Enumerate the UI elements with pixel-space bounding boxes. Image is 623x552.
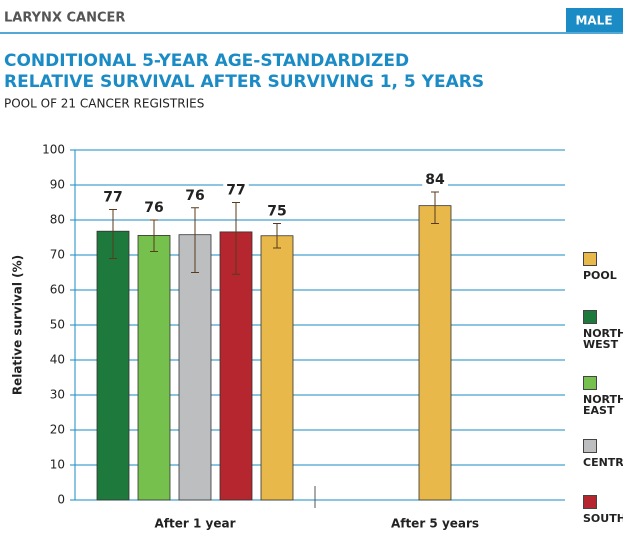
- y-tick-label: 80: [50, 213, 65, 227]
- badge-bg: [566, 8, 623, 32]
- legend-label: CENTRE: [583, 456, 623, 469]
- y-tick-label: 50: [50, 318, 65, 332]
- legend-label: NORTH WEST: [583, 327, 623, 351]
- subtitle: POOL OF 21 CANCER REGISTRIES: [4, 97, 204, 111]
- y-tick-label: 90: [50, 178, 65, 192]
- header: LARYNX CANCER: [4, 11, 125, 26]
- value-label: 76: [144, 200, 163, 216]
- x-tick-label: After 1 year: [155, 517, 236, 531]
- legend-swatch: [583, 310, 597, 324]
- y-axis-label: Relative survival (%): [11, 255, 25, 395]
- value-label: 84: [425, 172, 445, 188]
- legend-item: NORTH EAST: [583, 376, 623, 416]
- y-tick-label: 40: [50, 353, 65, 367]
- bar: [418, 205, 452, 501]
- value-label: 77: [103, 190, 122, 206]
- legend-swatch: [583, 376, 597, 390]
- legend-item: SOUTH: [583, 495, 623, 524]
- value-label: 75: [267, 204, 286, 220]
- legend-item: CENTRE: [583, 439, 623, 468]
- value-label-bg: [182, 187, 208, 204]
- value-label-bg: [223, 182, 249, 199]
- legend-swatch: [583, 495, 597, 509]
- x-tick-label: After 5 years: [391, 517, 479, 531]
- bar: [178, 234, 212, 501]
- y-tick-label: 60: [50, 283, 65, 297]
- value-label-bg: [422, 172, 448, 188]
- value-label: 77: [226, 183, 245, 199]
- value-label-bg: [100, 189, 126, 206]
- y-tick-label: 70: [50, 248, 65, 262]
- legend-swatch: [583, 439, 597, 453]
- bar: [96, 230, 130, 501]
- legend-item: POOL: [583, 252, 623, 281]
- legend-label: SOUTH: [583, 512, 623, 525]
- legend-item: NORTH WEST: [583, 310, 623, 350]
- bar: [137, 234, 171, 501]
- legend-swatch: [583, 252, 597, 266]
- bar: [260, 235, 294, 501]
- value-label-bg: [141, 200, 167, 216]
- legend: POOL NORTH WEST NORTH EAST CENTRE SOUTH: [583, 252, 623, 552]
- y-tick-label: 10: [50, 458, 65, 472]
- chart-title: CONDITIONAL 5-YEAR AGE-STANDARDIZED: [4, 51, 409, 71]
- badge: MALE: [575, 14, 612, 28]
- y-tick-label: 100: [42, 143, 65, 157]
- y-tick-label: 30: [50, 388, 65, 402]
- legend-label: NORTH EAST: [583, 393, 623, 417]
- chart-title: RELATIVE SURVIVAL AFTER SURVIVING 1, 5 Y…: [4, 72, 484, 92]
- value-label-bg: [264, 203, 290, 220]
- y-tick-label: 0: [57, 493, 65, 507]
- legend-label: POOL: [583, 269, 617, 282]
- value-label: 76: [185, 188, 204, 204]
- y-tick-label: 20: [50, 423, 65, 437]
